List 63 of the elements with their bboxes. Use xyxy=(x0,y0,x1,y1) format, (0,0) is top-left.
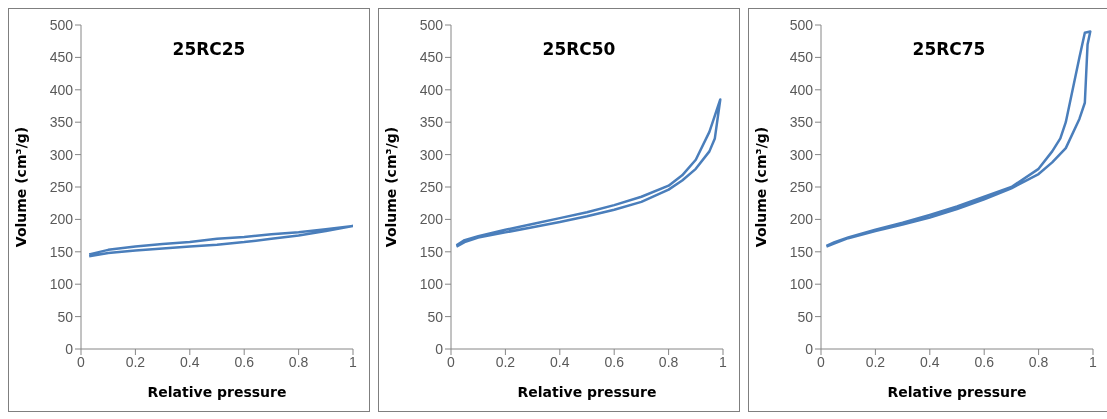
line-series xyxy=(455,98,722,248)
x-tick-label: 0.4 xyxy=(920,353,940,370)
x-tick-label: 0.2 xyxy=(865,353,886,370)
y-tick-label: 100 xyxy=(789,276,814,293)
y-tick-label: 100 xyxy=(49,276,74,293)
x-axis-title: Relative pressure xyxy=(517,384,657,400)
y-tick-label: 0 xyxy=(65,340,74,357)
x-tick-label: 0.6 xyxy=(234,353,255,370)
y-tick-label: 250 xyxy=(49,178,74,195)
y-tick-label: 400 xyxy=(49,81,74,98)
y-tick-label: 50 xyxy=(57,308,74,325)
line-series xyxy=(87,224,353,258)
y-tick-label: 200 xyxy=(49,211,74,228)
y-tick-label: 50 xyxy=(797,308,814,325)
y-tick-label: 350 xyxy=(49,114,74,131)
y-tick-label: 0 xyxy=(435,340,444,357)
y-tick-label: 500 xyxy=(49,16,74,33)
y-axis-title: Volume (cm³/g) xyxy=(382,126,399,248)
x-tick-label: 1 xyxy=(719,353,728,370)
x-axis-title: Relative pressure xyxy=(147,384,287,400)
y-tick-label: 200 xyxy=(789,211,814,228)
x-tick-label: 1 xyxy=(349,353,358,370)
y-tick-label: 0 xyxy=(805,340,814,357)
x-tick-label: 0 xyxy=(447,353,456,370)
y-tick-label: 50 xyxy=(427,308,444,325)
y-tick-label: 500 xyxy=(419,16,444,33)
line-series xyxy=(825,30,1092,248)
y-tick-label: 250 xyxy=(419,178,444,195)
x-tick-label: 1 xyxy=(1089,353,1098,370)
x-axis-title: Relative pressure xyxy=(887,384,1027,400)
y-tick-label: 450 xyxy=(49,49,74,66)
x-tick-label: 0.2 xyxy=(125,353,146,370)
y-tick-label: 300 xyxy=(789,146,814,163)
y-tick-label: 350 xyxy=(419,114,444,131)
y-tick-label: 300 xyxy=(49,146,74,163)
text: 25RC50 xyxy=(542,39,616,59)
x-tick-label: 0.2 xyxy=(495,353,516,370)
y-tick-label: 350 xyxy=(789,114,814,131)
y-axis-title: Volume (cm³/g) xyxy=(752,126,769,248)
x-tick-label: 0 xyxy=(77,353,86,370)
y-tick-label: 450 xyxy=(789,49,814,66)
y-tick-label: 500 xyxy=(789,16,814,33)
y-tick-label: 300 xyxy=(419,146,444,163)
x-tick-label: 0.8 xyxy=(288,353,309,370)
text: 25RC75 xyxy=(912,39,986,59)
y-tick-label: 150 xyxy=(419,243,444,260)
x-tick-label: 0 xyxy=(817,353,826,370)
y-tick-label: 100 xyxy=(419,276,444,293)
y-tick-label: 400 xyxy=(419,81,444,98)
x-tick-label: 0.4 xyxy=(550,353,570,370)
y-tick-label: 250 xyxy=(789,178,814,195)
y-tick-label: 150 xyxy=(789,243,814,260)
x-tick-label: 0.8 xyxy=(658,353,679,370)
y-tick-label: 400 xyxy=(789,81,814,98)
y-tick-label: 150 xyxy=(49,243,74,260)
y-axis-title: Volume (cm³/g) xyxy=(12,126,29,248)
x-tick-label: 0.6 xyxy=(604,353,625,370)
y-tick-label: 200 xyxy=(419,211,444,228)
y-tick-label: 450 xyxy=(419,49,444,66)
x-tick-label: 0.4 xyxy=(180,353,200,370)
text: 25RC25 xyxy=(172,39,246,59)
x-tick-label: 0.6 xyxy=(974,353,995,370)
x-tick-label: 0.8 xyxy=(1028,353,1049,370)
